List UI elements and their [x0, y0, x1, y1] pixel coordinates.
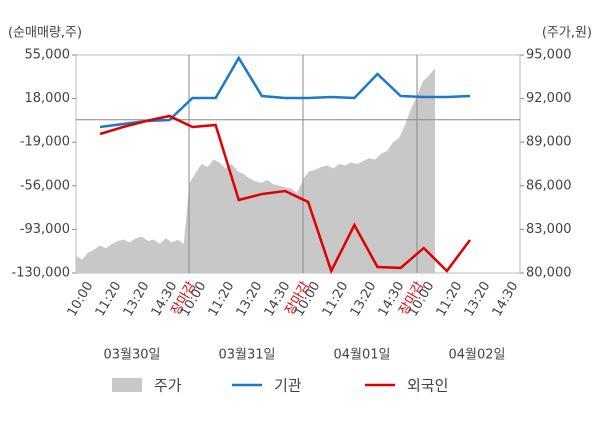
- y-tick-label: -56,000: [20, 178, 70, 193]
- y-axis-title: (순매매량,주): [8, 26, 82, 41]
- date-label: 04월01일: [333, 348, 390, 363]
- y-tick-label: -130,000: [12, 266, 70, 281]
- x-tick-label: 13:20: [348, 279, 380, 319]
- y2-axis-title: (주가,원): [542, 26, 592, 41]
- y-tick-label: -19,000: [20, 135, 70, 150]
- y-tick-label: 55,000: [25, 48, 71, 63]
- legend-swatch: [112, 378, 142, 392]
- series-line: [99, 114, 472, 275]
- y2-tick-label: 89,000: [526, 135, 572, 150]
- legend-label: 주가: [154, 377, 182, 395]
- x-tick-label: 13:20: [234, 279, 266, 319]
- x-tick-label: 13:20: [462, 279, 494, 319]
- x-tick-label: 14:30: [490, 279, 522, 319]
- y-tick-label: 18,000: [25, 91, 71, 106]
- y2-tick-label: 86,000: [526, 178, 572, 193]
- date-label: 03월31일: [218, 348, 275, 363]
- x-tick-label: 13:20: [121, 279, 153, 319]
- y2-tick-label: 95,000: [526, 48, 572, 63]
- price-area: [76, 68, 435, 273]
- legend-label: 외국인: [407, 377, 448, 395]
- series-line: [99, 55, 471, 129]
- x-tick-label: 10:00: [65, 279, 97, 319]
- y2-tick-label: 80,000: [526, 266, 572, 281]
- date-label: 04월02일: [448, 348, 505, 363]
- y2-tick-label: 92,000: [526, 91, 572, 106]
- date-label: 03월30일: [103, 348, 160, 363]
- x-tick-label: 11:20: [434, 279, 466, 319]
- x-tick-label: 11:20: [320, 279, 352, 319]
- x-tick-label: 11:20: [93, 279, 125, 319]
- legend-label: 기관: [274, 377, 302, 395]
- y2-tick-label: 83,000: [526, 222, 572, 237]
- x-tick-label: 11:20: [206, 279, 238, 319]
- y-tick-label: -93,000: [20, 222, 70, 237]
